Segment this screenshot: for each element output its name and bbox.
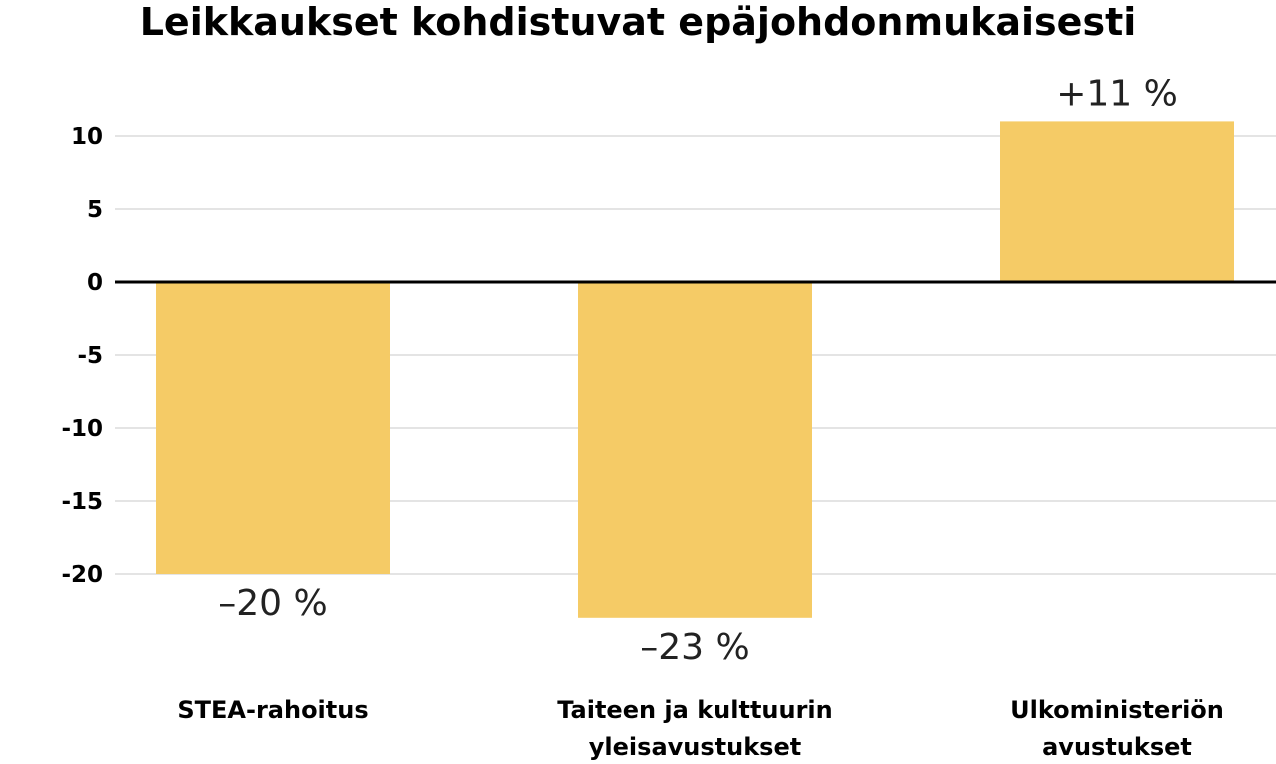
y-tick-label: 0 [87,270,103,296]
bar [156,282,390,574]
y-tick-label: -20 [61,562,103,588]
data-label: +11 % [1056,73,1178,114]
y-axis-ticks: 10 5 0 -5 -10 -15 -20 [61,124,103,588]
bar [578,282,812,618]
y-tick-label: -10 [61,416,103,442]
data-labels: –20 % –23 % +11 % [218,73,1178,667]
bar [1000,121,1234,283]
y-tick-label: -15 [61,489,103,515]
y-tick-label: 5 [87,197,103,223]
chart-title: Leikkaukset kohdistuvat epäjohdonmukaise… [140,0,1137,44]
category-label: Ulkoministeriön [1010,696,1224,724]
bars [156,121,1234,618]
y-tick-label: 10 [71,124,103,150]
category-label: yleisavustukset [589,733,801,761]
y-tick-label: -5 [77,343,103,369]
category-label: Taiteen ja kulttuurin [557,696,832,724]
data-label: –23 % [640,627,749,668]
category-label: avustukset [1042,733,1192,761]
data-label: –20 % [218,583,327,624]
category-label: STEA-rahoitus [177,696,368,724]
x-axis-categories: STEA-rahoitus Taiteen ja kulttuurin yleisa… [177,696,1224,761]
